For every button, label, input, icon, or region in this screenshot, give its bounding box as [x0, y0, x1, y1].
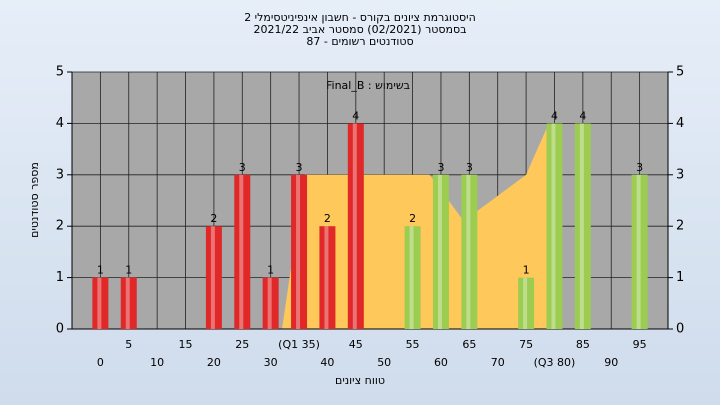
bar-highlight — [267, 277, 272, 329]
x-tick-label: 75 — [519, 338, 533, 351]
y-tick-label: 4 — [56, 116, 64, 131]
bar-highlight — [523, 277, 528, 329]
x-tick-label: 45 — [349, 338, 363, 351]
chart-subtitle: סטודנטים רשומים - 87 — [306, 35, 413, 48]
x-tick-label: 95 — [633, 338, 647, 351]
x-tick-label: 15 — [179, 338, 193, 351]
bar-highlight — [324, 226, 329, 329]
bar-highlight — [97, 277, 102, 329]
bar-highlight — [551, 123, 556, 330]
data-label: 2 — [324, 212, 331, 225]
x-tick-label: 20 — [207, 356, 221, 369]
data-label: 3 — [437, 161, 444, 174]
data-label: 1 — [267, 264, 274, 277]
x-tick-label: 70 — [491, 356, 505, 369]
bar-highlight — [409, 226, 414, 329]
y-tick-label: 3 — [56, 167, 64, 182]
data-label: 4 — [352, 109, 359, 122]
bar-highlight — [636, 174, 641, 329]
bar — [205, 226, 222, 329]
x-tick-label: 60 — [434, 356, 448, 369]
bar — [319, 226, 336, 329]
data-label: 4 — [551, 109, 558, 122]
data-label: 1 — [125, 264, 132, 277]
bar — [461, 174, 478, 329]
x-tick-label: 90 — [604, 356, 618, 369]
bar-highlight — [579, 123, 584, 330]
x-tick-label: 65 — [462, 338, 476, 351]
bar-highlight — [125, 277, 130, 329]
bar — [347, 123, 364, 330]
chart-title: היסטוגרמת ציונים בקורס - חשבון אינפיניטס… — [244, 11, 476, 24]
annotation: Final_B : בשימוש — [326, 79, 410, 92]
y2-tick-label: 1 — [676, 270, 684, 285]
bar-highlight — [239, 174, 244, 329]
bar — [574, 123, 591, 330]
bar-highlight — [296, 174, 301, 329]
bar — [546, 123, 563, 330]
bar-highlight — [466, 174, 471, 329]
x-tick-label: 0 — [97, 356, 104, 369]
data-label: 1 — [97, 264, 104, 277]
data-label: 2 — [409, 212, 416, 225]
data-label: 4 — [579, 109, 586, 122]
y2-tick-label: 3 — [676, 167, 684, 182]
x-tick-label: 50 — [377, 356, 391, 369]
x-tick-label: (Q1 35) — [278, 338, 320, 351]
y-tick-label: 1 — [56, 270, 64, 285]
bar — [404, 226, 421, 329]
data-label: 3 — [636, 161, 643, 174]
x-tick-label: 25 — [235, 338, 249, 351]
x-tick-label: 5 — [125, 338, 132, 351]
y2-tick-label: 0 — [676, 322, 684, 337]
bar — [291, 174, 308, 329]
bar-highlight — [437, 174, 442, 329]
x-tick-label: 10 — [150, 356, 164, 369]
data-label: 3 — [296, 161, 303, 174]
bar — [92, 277, 109, 329]
bar-highlight — [352, 123, 357, 330]
data-label: 3 — [466, 161, 473, 174]
x-tick-label: (Q3 80) — [534, 356, 576, 369]
bar-highlight — [210, 226, 215, 329]
bar — [234, 174, 251, 329]
chart-subtitle: בסמסטר (02/2021) סמסטר אביב 2021/22 — [253, 23, 466, 36]
bar — [262, 277, 279, 329]
y2-tick-label: 5 — [676, 65, 684, 80]
y2-tick-label: 4 — [676, 116, 684, 131]
bar — [120, 277, 137, 329]
y2-tick-label: 2 — [676, 219, 684, 234]
bar — [631, 174, 648, 329]
x-tick-label: 85 — [576, 338, 590, 351]
y-tick-label: 0 — [56, 322, 64, 337]
bar — [518, 277, 535, 329]
x-axis-label: טווח ציונים — [335, 374, 385, 387]
data-label: 3 — [239, 161, 246, 174]
x-tick-label: 55 — [406, 338, 420, 351]
y-tick-label: 5 — [56, 65, 64, 80]
y-tick-label: 2 — [56, 219, 64, 234]
data-label: 1 — [523, 264, 530, 277]
y-axis-label: מספר סטודנטים — [28, 162, 41, 238]
x-tick-label: 30 — [264, 356, 278, 369]
bar — [432, 174, 449, 329]
x-tick-label: 40 — [320, 356, 334, 369]
data-label: 2 — [210, 212, 217, 225]
